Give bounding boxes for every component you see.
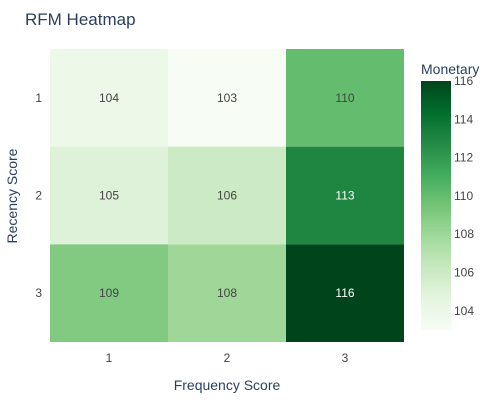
colorbar-tick-label: 110 [454,189,473,203]
heatmap-cell-label: 116 [335,286,354,300]
colorbar [421,81,451,330]
x-tick-label: 1 [106,351,113,365]
x-tick-label: 3 [342,351,349,365]
y-tick-label: 2 [35,189,42,203]
x-tick-label: 2 [224,351,231,365]
x-axis-title: Frequency Score [174,377,281,393]
heatmap-cell-r2-f2 [168,146,286,245]
chart-title: RFM Heatmap [25,10,136,29]
y-axis-ticks: 1 2 3 [35,91,42,300]
heatmap-cell-r2-f1 [50,146,168,245]
y-tick-label: 3 [35,286,42,300]
heatmap-cell-labels: 104 103 110 105 106 113 109 108 116 [99,91,355,300]
heatmap-cell-r1-f2 [168,49,286,147]
heatmap-cell-label: 109 [99,286,119,300]
colorbar-ticks: 104 106 108 110 112 114 116 [454,74,474,318]
heatmap-cell-label: 103 [217,91,237,105]
y-tick-label: 1 [35,91,42,105]
colorbar-tick-label: 104 [454,304,474,318]
heatmap-cell-r3-f2 [168,244,286,343]
colorbar-tick-label: 108 [454,227,474,241]
heatmap-cells [50,49,404,343]
heatmap-cell-label: 105 [99,189,119,203]
colorbar-tick-label: 116 [454,74,473,88]
colorbar-tick-label: 106 [454,266,474,280]
y-axis-title: Recency Score [4,148,20,243]
heatmap-cell-label: 108 [217,286,237,300]
heatmap-cell-label: 104 [99,91,119,105]
heatmap-cell-label: 113 [335,189,354,203]
heatmap-cell-r1-f1 [50,49,168,147]
heatmap-cell-r3-f3 [286,244,404,343]
heatmap-cell-label: 110 [335,91,354,105]
x-axis-ticks: 1 2 3 [106,351,349,365]
colorbar-title: Monetary [421,61,479,77]
heatmap-cell-r3-f1 [50,244,168,343]
heatmap-cell-label: 106 [217,189,237,203]
heatmap-cell-r2-f3 [286,146,404,245]
heatmap-cell-r1-f3 [286,49,404,147]
colorbar-tick-label: 112 [454,151,473,165]
colorbar-tick-label: 114 [454,112,473,126]
